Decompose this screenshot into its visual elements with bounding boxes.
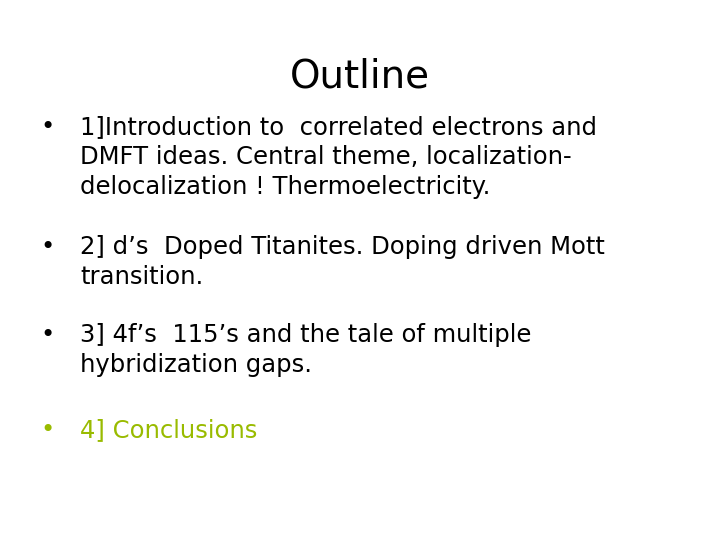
- Text: hybridization gaps.: hybridization gaps.: [80, 353, 312, 377]
- Text: DMFT ideas. Central theme, localization-: DMFT ideas. Central theme, localization-: [80, 145, 572, 169]
- Text: 2] d’s  Doped Titanites. Doping driven Mott: 2] d’s Doped Titanites. Doping driven Mo…: [80, 235, 605, 259]
- Text: transition.: transition.: [80, 265, 203, 289]
- Text: delocalization ! Thermoelectricity.: delocalization ! Thermoelectricity.: [80, 175, 490, 199]
- Text: 1]Introduction to  correlated electrons and: 1]Introduction to correlated electrons a…: [80, 115, 597, 139]
- Text: •: •: [41, 323, 55, 347]
- Text: 4] Conclusions: 4] Conclusions: [80, 418, 257, 442]
- Text: •: •: [41, 418, 55, 442]
- Text: Outline: Outline: [290, 58, 430, 96]
- Text: •: •: [41, 115, 55, 139]
- Text: 3] 4f’s  115’s and the tale of multiple: 3] 4f’s 115’s and the tale of multiple: [80, 323, 531, 347]
- Text: •: •: [41, 235, 55, 259]
